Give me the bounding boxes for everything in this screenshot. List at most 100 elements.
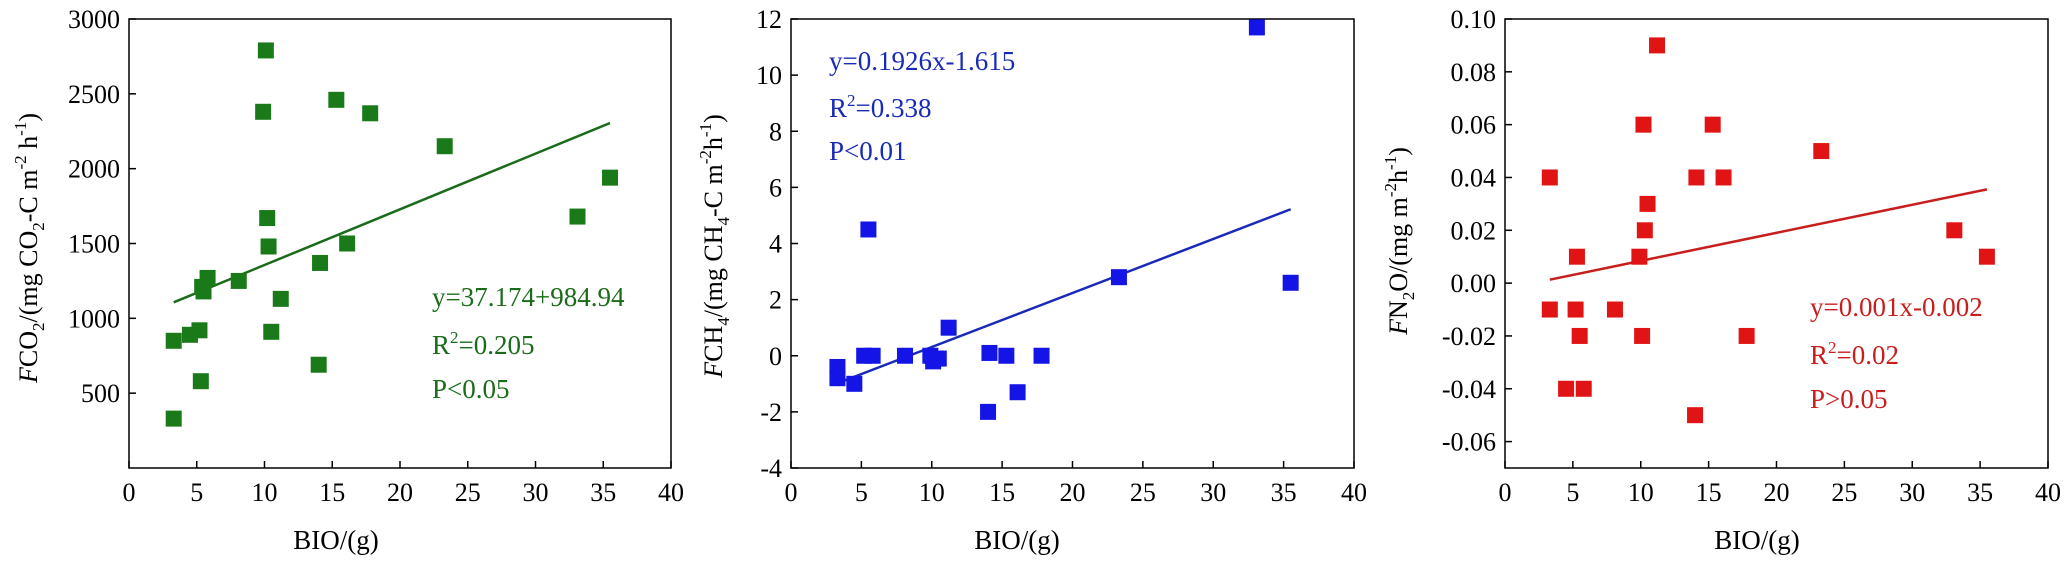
data-point-ch4 bbox=[897, 347, 914, 364]
chart-panel-ch4: 0 5 10 15 20 25 30 35 40 -4 -2 0 2 4 6 8 10 12 y=0.1926x-… bbox=[696, 5, 1367, 555]
x-tick-label: 35 bbox=[1271, 478, 1297, 507]
data-point-ch4 bbox=[829, 370, 846, 387]
y-tick-label: 4 bbox=[769, 230, 782, 259]
data-point-n2o bbox=[1567, 301, 1584, 318]
x-tick-label: 30 bbox=[523, 478, 549, 507]
x-tick-label: 5 bbox=[855, 478, 868, 507]
y-tick-label: 0.04 bbox=[1451, 163, 1497, 192]
data-point-n2o bbox=[1687, 407, 1704, 424]
y-tick-label: -2 bbox=[760, 398, 782, 427]
data-point-n2o bbox=[1606, 301, 1623, 318]
data-point-n2o bbox=[1978, 248, 1995, 265]
regression-line-n2o bbox=[1549, 188, 1988, 281]
y-tick-label: 500 bbox=[81, 379, 120, 408]
y-tick-label: 0.08 bbox=[1451, 58, 1497, 87]
x-tick-label: 25 bbox=[455, 478, 481, 507]
data-point-ch4 bbox=[940, 319, 957, 336]
equation-label-co2: y=37.174+984.94 bbox=[432, 282, 625, 312]
data-point-co2 bbox=[259, 210, 276, 227]
data-point-n2o bbox=[1558, 380, 1575, 397]
data-point-co2 bbox=[191, 322, 208, 339]
x-tick-label: 5 bbox=[190, 478, 203, 507]
plot-frame-n2o bbox=[1504, 18, 2049, 469]
data-point-n2o bbox=[1649, 37, 1666, 54]
data-point-co2 bbox=[199, 269, 216, 286]
x-tick-label: 10 bbox=[252, 478, 278, 507]
data-point-n2o bbox=[1568, 248, 1585, 265]
data-point-ch4 bbox=[980, 403, 997, 420]
data-point-co2 bbox=[339, 235, 356, 252]
y-tick-label: -0.06 bbox=[1442, 428, 1496, 457]
data-point-n2o bbox=[1575, 380, 1592, 397]
x-tick-label: 5 bbox=[1566, 478, 1579, 507]
x-tick-label: 20 bbox=[1764, 478, 1790, 507]
y-tick-label: 8 bbox=[769, 117, 782, 146]
x-tick-label: 35 bbox=[590, 478, 616, 507]
data-point-n2o bbox=[1636, 222, 1653, 239]
data-point-co2 bbox=[192, 373, 209, 390]
y-tick-label: 2 bbox=[769, 286, 782, 315]
data-point-n2o bbox=[1688, 169, 1705, 186]
y-tick-label: -4 bbox=[760, 454, 782, 483]
x-tick-label: 0 bbox=[1499, 478, 1512, 507]
x-tick-label: 15 bbox=[989, 478, 1015, 507]
regression-line-co2 bbox=[173, 121, 611, 304]
r2-label-ch4: R2=0.338 bbox=[829, 91, 932, 123]
data-point-n2o bbox=[1738, 327, 1755, 344]
plot-frame-ch4 bbox=[790, 18, 1355, 469]
data-point-ch4 bbox=[1110, 269, 1127, 286]
x-tick-label: 40 bbox=[2035, 478, 2061, 507]
x-tick-label: 0 bbox=[785, 478, 798, 507]
x-axis-label-co2: BIO/(g) bbox=[293, 525, 378, 555]
y-axis-label-co2: FCO2/(mg CO2-C m-2 h-1) bbox=[11, 113, 48, 384]
data-point-n2o bbox=[1639, 195, 1656, 212]
plot-frame-co2 bbox=[128, 18, 672, 469]
x-tick-label: 40 bbox=[658, 478, 684, 507]
axis-ticks-ch4: 0 5 10 15 20 25 30 35 40 -4 -2 0 2 4 6 8 10 12 bbox=[756, 5, 1367, 507]
annotation-co2: y=37.174+984.94 R2=0.205 P<0.05 bbox=[432, 282, 625, 404]
x-tick-label: 15 bbox=[1696, 478, 1722, 507]
data-point-ch4 bbox=[1009, 384, 1026, 401]
y-tick-label: 10 bbox=[756, 61, 782, 90]
equation-label-ch4: y=0.1926x-1.615 bbox=[829, 46, 1015, 76]
data-point-ch4 bbox=[981, 344, 998, 361]
plot-area-n2o bbox=[1504, 18, 2049, 469]
r2-label-co2: R2=0.205 bbox=[432, 328, 535, 360]
data-point-co2 bbox=[436, 138, 453, 155]
data-point-n2o bbox=[1813, 143, 1830, 160]
x-tick-label: 30 bbox=[1899, 478, 1925, 507]
data-point-n2o bbox=[1541, 169, 1558, 186]
annotation-ch4: y=0.1926x-1.615 R2=0.338 P<0.01 bbox=[829, 46, 1015, 166]
y-tick-label: 2500 bbox=[68, 80, 120, 109]
chart-panel-co2: 0 5 10 15 20 25 30 35 4050010001500200025003000 … bbox=[11, 5, 684, 555]
data-point-ch4 bbox=[1282, 274, 1299, 291]
data-point-n2o bbox=[1571, 327, 1588, 344]
x-tick-label: 35 bbox=[1967, 478, 1993, 507]
axis-ticks-co2: 0 5 10 15 20 25 30 35 40 500 1000 1500 2000 2500 3000 bbox=[68, 5, 684, 507]
data-point-ch4 bbox=[860, 221, 877, 238]
annotation-n2o: y=0.001x-0.002 R2=0.02 P>0.05 bbox=[1810, 292, 1983, 414]
p-value-label-co2: P<0.05 bbox=[432, 374, 510, 404]
y-tick-label: -0.02 bbox=[1442, 322, 1496, 351]
data-point-n2o bbox=[1634, 327, 1651, 344]
data-point-n2o bbox=[1715, 169, 1732, 186]
data-point-co2 bbox=[257, 42, 274, 59]
data-point-co2 bbox=[260, 238, 277, 255]
data-point-ch4 bbox=[846, 375, 863, 392]
x-axis-label-n2o: BIO/(g) bbox=[1714, 525, 1799, 555]
y-tick-label: 0 bbox=[769, 342, 782, 371]
data-point-co2 bbox=[255, 103, 272, 120]
x-tick-label: 20 bbox=[387, 478, 413, 507]
data-point-co2 bbox=[195, 283, 212, 300]
plot-area-co2 bbox=[128, 18, 672, 469]
equation-label-n2o: y=0.001x-0.002 bbox=[1810, 292, 1983, 322]
data-point-co2 bbox=[602, 169, 619, 186]
data-point-ch4 bbox=[1033, 347, 1050, 364]
y-tick-label: 2000 bbox=[68, 155, 120, 184]
y-tick-label: 0.06 bbox=[1451, 111, 1497, 140]
axis-ticks-n2o: 0 5 10 15 20 25 30 35 40 -0.06 -0.04 -0.02 0.00 0.02 0… bbox=[1442, 5, 2061, 507]
y-tick-label: -0.04 bbox=[1442, 375, 1496, 404]
data-point-co2 bbox=[310, 356, 327, 373]
data-point-n2o bbox=[1946, 222, 1963, 239]
x-tick-label: 0 bbox=[123, 478, 136, 507]
